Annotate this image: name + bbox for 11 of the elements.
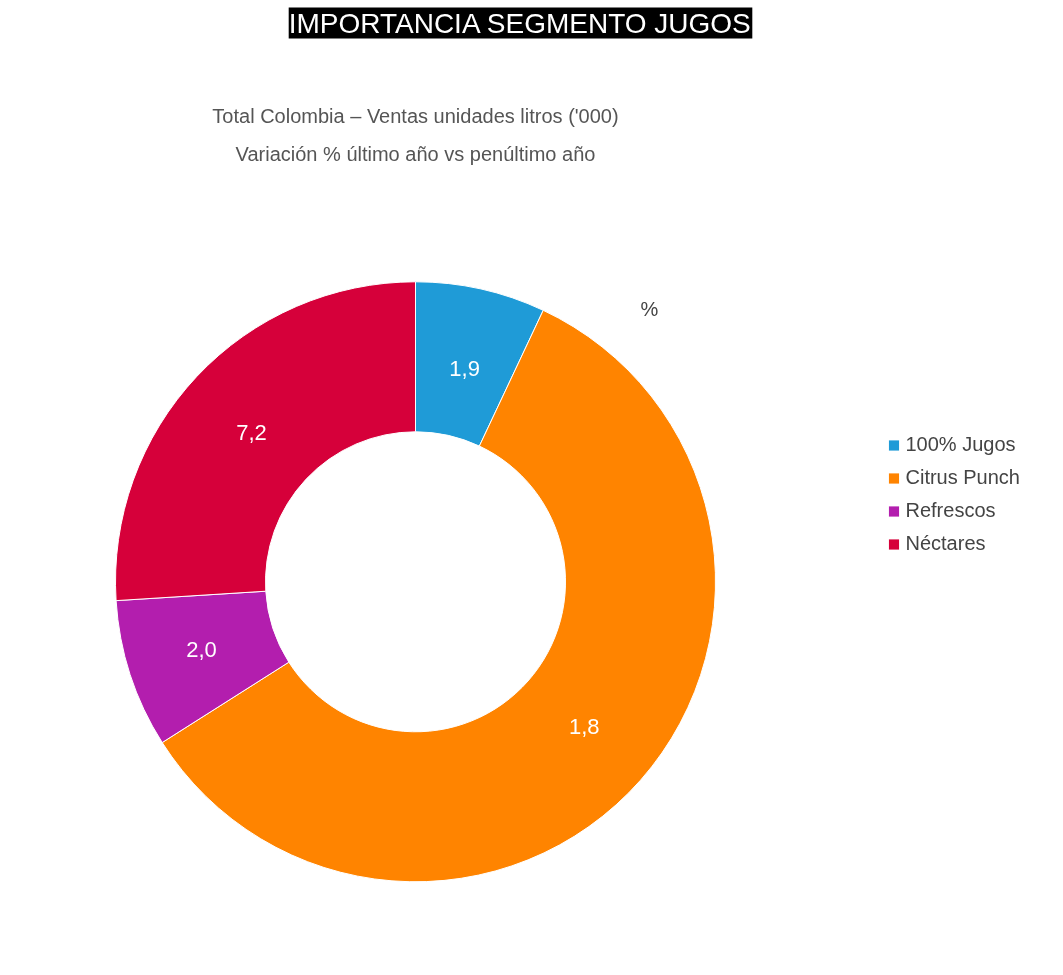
text: %	[640, 297, 659, 320]
text: 2,0	[186, 636, 217, 662]
text: 1,9	[449, 356, 480, 382]
legend-label: Refrescos	[905, 499, 996, 522]
legend-label: Néctares	[905, 532, 986, 555]
chart-subtitle: Total Colombia – Ventas unidades litros ('000) Variación % último año vs penúltimo año	[212, 105, 619, 166]
text: 1,8	[568, 713, 600, 739]
chart-title: IMPORTANCIA SEGMENTO JUGOS	[288, 7, 751, 39]
text: 7,2	[236, 419, 267, 445]
legend-label: 100% Jugos	[905, 433, 1016, 456]
legend-label: Citrus Punch	[905, 466, 1020, 489]
